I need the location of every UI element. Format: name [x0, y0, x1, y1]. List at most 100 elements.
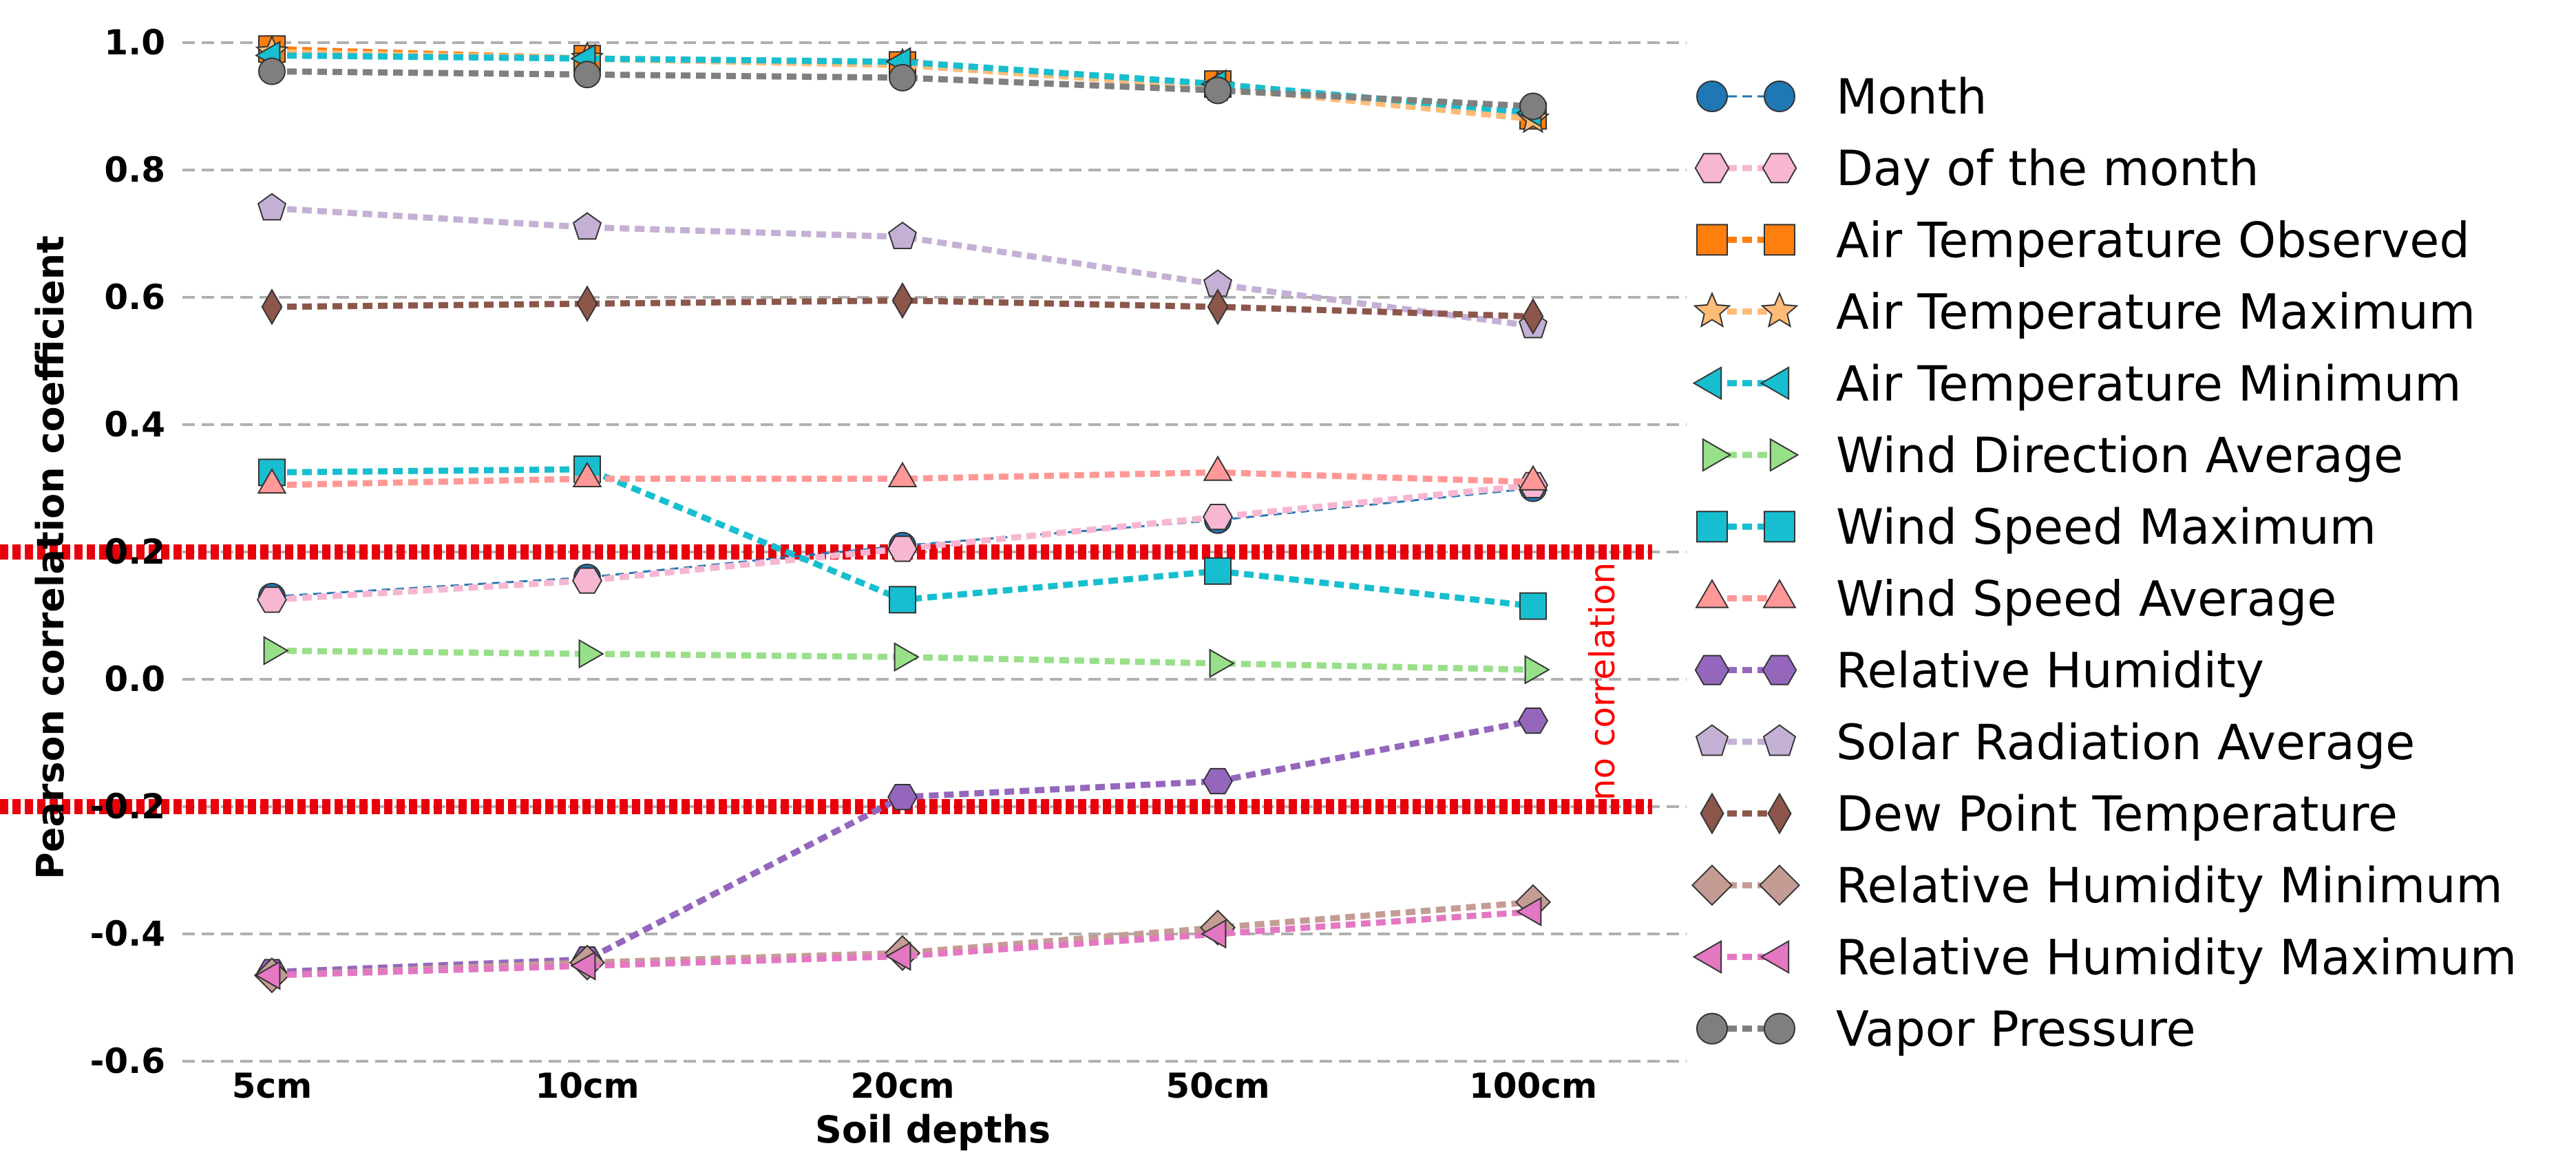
- legend-label: Relative Humidity Minimum: [1836, 858, 2503, 914]
- data-point: [1207, 288, 1229, 326]
- data-point: [572, 212, 602, 240]
- legend-label: Day of the month: [1836, 140, 2259, 197]
- y-tick-label: -0.6: [90, 1041, 165, 1081]
- data-point: [894, 642, 920, 672]
- x-tick-label: 100cm: [1469, 1066, 1597, 1106]
- series-line: [271, 297, 1534, 320]
- series-dew-point-temperature: [261, 281, 1544, 335]
- legend-item: Relative Humidity: [1694, 643, 2264, 699]
- data-point: [1522, 298, 1544, 335]
- legend-label: Wind Speed Average: [1836, 571, 2336, 627]
- legend-label: Wind Direction Average: [1836, 427, 2403, 484]
- y-tick-label: 0.2: [104, 532, 165, 572]
- legend-label: Wind Speed Maximum: [1836, 499, 2376, 555]
- legend-marker: [1693, 291, 1731, 328]
- y-tick-label: 0.8: [104, 150, 165, 190]
- data-point: [1518, 465, 1548, 491]
- legend-marker: [1767, 792, 1792, 835]
- x-tick-labels: 5cm 10cm 20cm 50cm 100cm: [232, 1066, 1597, 1106]
- data-point: [257, 468, 287, 494]
- data-point: [571, 567, 603, 594]
- legend-marker: [1764, 224, 1795, 256]
- legend-marker: [1762, 153, 1797, 184]
- legend-item: Day of the month: [1694, 140, 2259, 197]
- data-point: [1517, 708, 1549, 734]
- legend-item: Wind Speed Average: [1695, 571, 2336, 627]
- legend-marker: [1695, 724, 1729, 756]
- data-point: [263, 635, 289, 666]
- series-vapor-pressure: [258, 57, 1547, 120]
- legend-marker: [1762, 724, 1797, 756]
- legend-marker: [1695, 579, 1729, 608]
- legend-marker: [1764, 81, 1795, 112]
- y-tick-label: 1.0: [104, 23, 165, 63]
- legend-item: Wind Direction Average: [1702, 427, 2403, 484]
- data-point: [1204, 557, 1232, 585]
- legend-item: Vapor Pressure: [1696, 1001, 2196, 1058]
- legend-label: Vapor Pressure: [1836, 1001, 2196, 1058]
- data-point: [887, 535, 918, 562]
- legend-item: Relative Humidity Minimum: [1691, 858, 2503, 914]
- series-line: [271, 647, 1534, 673]
- no-correlation-annotation: no correlation: [1583, 562, 1623, 800]
- legend-label: Relative Humidity Maximum: [1836, 929, 2517, 986]
- data-point: [573, 61, 601, 89]
- y-tick-label: -0.2: [90, 787, 165, 827]
- y-tick-labels: -0.6 -0.4 -0.2 0.0 0.2 0.4 0.6 0.8 1.0: [90, 23, 165, 1081]
- series-line: [271, 899, 1534, 979]
- data-point: [1202, 767, 1234, 795]
- series-line: [271, 908, 1534, 979]
- legend-item: Wind Speed Maximum: [1696, 499, 2376, 555]
- legend-marker: [1769, 438, 1799, 472]
- x-tick-label: 50cm: [1165, 1066, 1269, 1106]
- y-tick-label: 0.6: [104, 277, 165, 317]
- series-relative-humidity-minimum: [253, 884, 1552, 994]
- data-point: [889, 586, 916, 614]
- data-point: [1203, 455, 1233, 481]
- legend-item: Air Temperature Observed: [1696, 212, 2470, 268]
- legend-marker: [1762, 579, 1797, 608]
- legend-label: Air Temperature Maximum: [1836, 284, 2475, 341]
- legend-label: Air Temperature Observed: [1836, 212, 2470, 268]
- data-point: [256, 586, 288, 613]
- reference-lines: [0, 544, 1652, 814]
- legend-marker: [1696, 511, 1728, 543]
- x-tick-label: 5cm: [232, 1066, 313, 1106]
- legend-marker: [1764, 511, 1795, 543]
- legend-marker: [1758, 864, 1801, 906]
- legend-marker: [1760, 291, 1799, 328]
- series-line: [271, 68, 1534, 109]
- data-point: [887, 461, 918, 487]
- legend-item: Dew Point Temperature: [1700, 786, 2398, 842]
- y-tick-label: 0.4: [104, 405, 165, 445]
- legend-label: Solar Radiation Average: [1836, 714, 2415, 771]
- data-point: [1202, 504, 1234, 531]
- legend-marker: [1760, 939, 1790, 975]
- data-point: [570, 950, 596, 981]
- legend-marker: [1694, 153, 1730, 184]
- data-point: [258, 57, 286, 85]
- legend-marker: [1696, 81, 1728, 112]
- legend-marker: [1696, 1012, 1728, 1045]
- data-point: [261, 288, 283, 326]
- x-axis-label: Soil depths: [815, 1108, 1051, 1151]
- legend-item: Month: [1696, 69, 1987, 125]
- data-point: [572, 461, 602, 487]
- series-line: [271, 487, 1534, 598]
- y-tick-label: 0.0: [104, 659, 165, 699]
- legend-item: Air Temperature Maximum: [1693, 284, 2475, 341]
- legend-marker: [1696, 224, 1728, 256]
- data-point: [1516, 897, 1542, 927]
- data-point: [578, 639, 604, 669]
- data-point: [887, 221, 918, 249]
- data-point: [1519, 92, 1547, 120]
- series-wind-speed-average: [257, 455, 1548, 494]
- series-line: [271, 469, 1534, 489]
- legend-marker: [1760, 366, 1790, 401]
- legend-label: Month: [1836, 69, 1987, 125]
- legend-item: Air Temperature Minimum: [1692, 356, 2461, 412]
- data-point: [255, 960, 281, 990]
- legend-marker: [1702, 438, 1732, 472]
- legend-item: Solar Radiation Average: [1695, 714, 2415, 771]
